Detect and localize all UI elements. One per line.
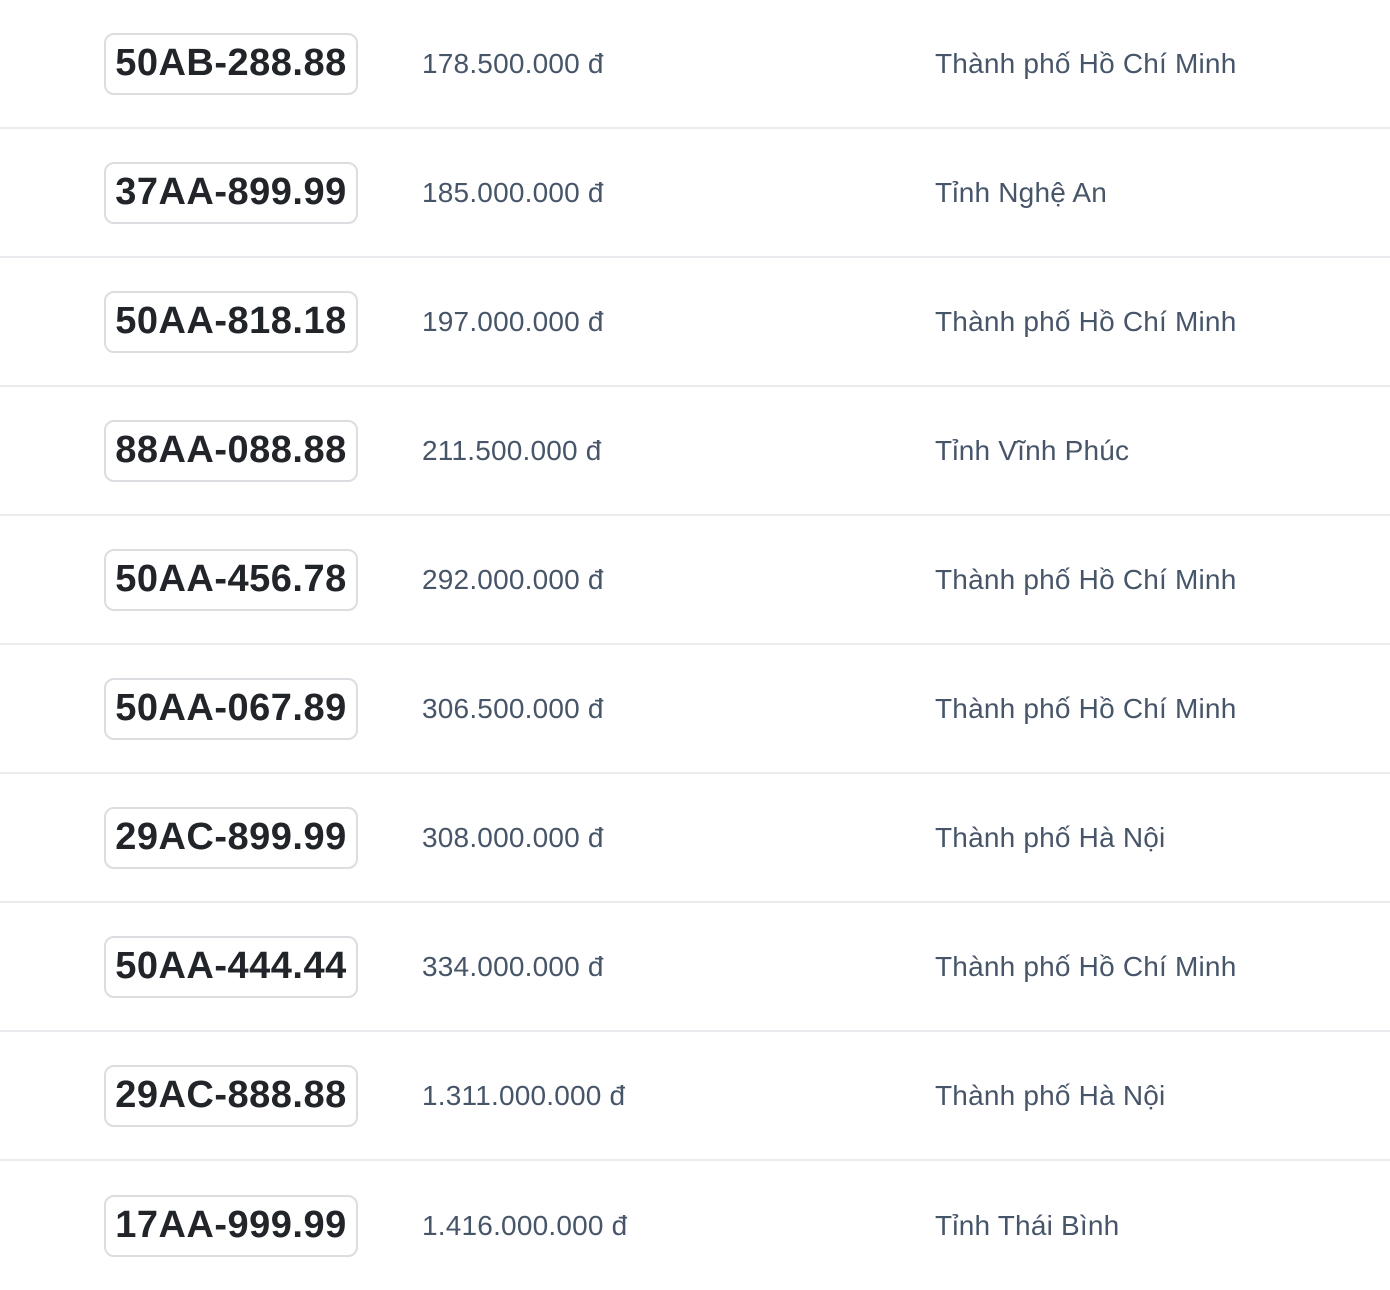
plate-cell: 29AC-899.99 — [0, 806, 358, 869]
price-cell: 1.311.000.000 đ — [358, 1080, 935, 1112]
province-label: Thành phố Hà Nội — [935, 821, 1166, 853]
province-cell: Thành phố Hồ Chí Minh — [935, 693, 1390, 725]
plate-number-label: 50AA-818.18 — [115, 300, 347, 342]
price-cell: 306.500.000 đ — [358, 693, 935, 725]
table-row[interactable]: 37AA-899.99 185.000.000 đ Tỉnh Nghệ An — [0, 129, 1390, 258]
plate-number-label: 17AA-999.99 — [115, 1204, 347, 1246]
plate-number-label: 29AC-899.99 — [115, 816, 347, 858]
price-cell: 308.000.000 đ — [358, 822, 935, 854]
plate-number-badge[interactable]: 17AA-999.99 — [104, 1194, 358, 1257]
plate-cell: 37AA-899.99 — [0, 161, 358, 224]
plate-number-badge[interactable]: 50AB-288.88 — [104, 32, 358, 95]
plate-number-badge[interactable]: 29AC-888.88 — [104, 1064, 358, 1127]
price-cell: 185.000.000 đ — [358, 177, 935, 209]
province-label: Thành phố Hồ Chí Minh — [935, 305, 1237, 337]
price-cell: 197.000.000 đ — [358, 306, 935, 338]
province-cell: Thành phố Hồ Chí Minh — [935, 48, 1390, 80]
price-label: 308.000.000 đ — [422, 821, 604, 853]
price-label: 1.311.000.000 đ — [422, 1079, 626, 1111]
price-label: 178.500.000 đ — [422, 47, 604, 79]
province-cell: Tỉnh Thái Bình — [935, 1210, 1390, 1242]
table-row[interactable]: 88AA-088.88 211.500.000 đ Tỉnh Vĩnh Phúc — [0, 387, 1390, 516]
plate-cell: 50AA-067.89 — [0, 677, 358, 740]
plate-cell: 50AB-288.88 — [0, 32, 358, 95]
price-label: 334.000.000 đ — [422, 950, 604, 982]
plate-number-label: 50AB-288.88 — [115, 42, 347, 84]
table-row[interactable]: 50AA-818.18 197.000.000 đ Thành phố Hồ C… — [0, 258, 1390, 387]
price-label: 197.000.000 đ — [422, 305, 604, 337]
plate-number-badge[interactable]: 29AC-899.99 — [104, 806, 358, 869]
price-label: 292.000.000 đ — [422, 563, 604, 595]
province-label: Thành phố Hà Nội — [935, 1079, 1166, 1111]
table-row[interactable]: 50AB-288.88 178.500.000 đ Thành phố Hồ C… — [0, 0, 1390, 129]
province-cell: Thành phố Hồ Chí Minh — [935, 951, 1390, 983]
province-cell: Thành phố Hồ Chí Minh — [935, 306, 1390, 338]
plate-number-badge[interactable]: 50AA-067.89 — [104, 677, 358, 740]
province-cell: Thành phố Hồ Chí Minh — [935, 564, 1390, 596]
province-label: Thành phố Hồ Chí Minh — [935, 692, 1237, 724]
price-cell: 292.000.000 đ — [358, 564, 935, 596]
plate-cell: 50AA-444.44 — [0, 935, 358, 998]
plate-cell: 88AA-088.88 — [0, 419, 358, 482]
plate-number-badge[interactable]: 50AA-818.18 — [104, 290, 358, 353]
price-cell: 334.000.000 đ — [358, 951, 935, 983]
plate-number-label: 50AA-444.44 — [115, 945, 347, 987]
province-cell: Thành phố Hà Nội — [935, 1080, 1390, 1112]
price-label: 1.416.000.000 đ — [422, 1209, 628, 1241]
province-label: Thành phố Hồ Chí Minh — [935, 563, 1237, 595]
province-label: Thành phố Hồ Chí Minh — [935, 950, 1237, 982]
price-cell: 211.500.000 đ — [358, 435, 935, 467]
price-label: 185.000.000 đ — [422, 176, 604, 208]
province-cell: Tỉnh Nghệ An — [935, 177, 1390, 209]
plate-cell: 29AC-888.88 — [0, 1064, 358, 1127]
plate-number-label: 29AC-888.88 — [115, 1074, 347, 1116]
plate-number-badge[interactable]: 37AA-899.99 — [104, 161, 358, 224]
plate-number-badge[interactable]: 88AA-088.88 — [104, 419, 358, 482]
plate-number-label: 50AA-456.78 — [115, 558, 347, 600]
plate-number-label: 88AA-088.88 — [115, 429, 347, 471]
province-cell: Tỉnh Vĩnh Phúc — [935, 435, 1390, 467]
table-row[interactable]: 50AA-456.78 292.000.000 đ Thành phố Hồ C… — [0, 516, 1390, 645]
plate-number-badge[interactable]: 50AA-456.78 — [104, 548, 358, 611]
table-row[interactable]: 29AC-899.99 308.000.000 đ Thành phố Hà N… — [0, 774, 1390, 903]
price-cell: 178.500.000 đ — [358, 48, 935, 80]
table-row[interactable]: 17AA-999.99 1.416.000.000 đ Tỉnh Thái Bì… — [0, 1161, 1390, 1290]
price-cell: 1.416.000.000 đ — [358, 1210, 935, 1242]
plate-cell: 50AA-456.78 — [0, 548, 358, 611]
plate-number-label: 37AA-899.99 — [115, 171, 347, 213]
province-label: Thành phố Hồ Chí Minh — [935, 47, 1237, 79]
province-label: Tỉnh Nghệ An — [935, 176, 1108, 208]
table-row[interactable]: 50AA-067.89 306.500.000 đ Thành phố Hồ C… — [0, 645, 1390, 774]
province-cell: Thành phố Hà Nội — [935, 822, 1390, 854]
plate-number-label: 50AA-067.89 — [115, 687, 347, 729]
plate-number-badge[interactable]: 50AA-444.44 — [104, 935, 358, 998]
province-label: Tỉnh Thái Bình — [935, 1209, 1120, 1241]
table-row[interactable]: 50AA-444.44 334.000.000 đ Thành phố Hồ C… — [0, 903, 1390, 1032]
table-row[interactable]: 29AC-888.88 1.311.000.000 đ Thành phố Hà… — [0, 1032, 1390, 1161]
price-label: 306.500.000 đ — [422, 692, 604, 724]
plate-cell: 17AA-999.99 — [0, 1194, 358, 1257]
price-label: 211.500.000 đ — [422, 434, 602, 466]
province-label: Tỉnh Vĩnh Phúc — [935, 434, 1130, 466]
plate-cell: 50AA-818.18 — [0, 290, 358, 353]
